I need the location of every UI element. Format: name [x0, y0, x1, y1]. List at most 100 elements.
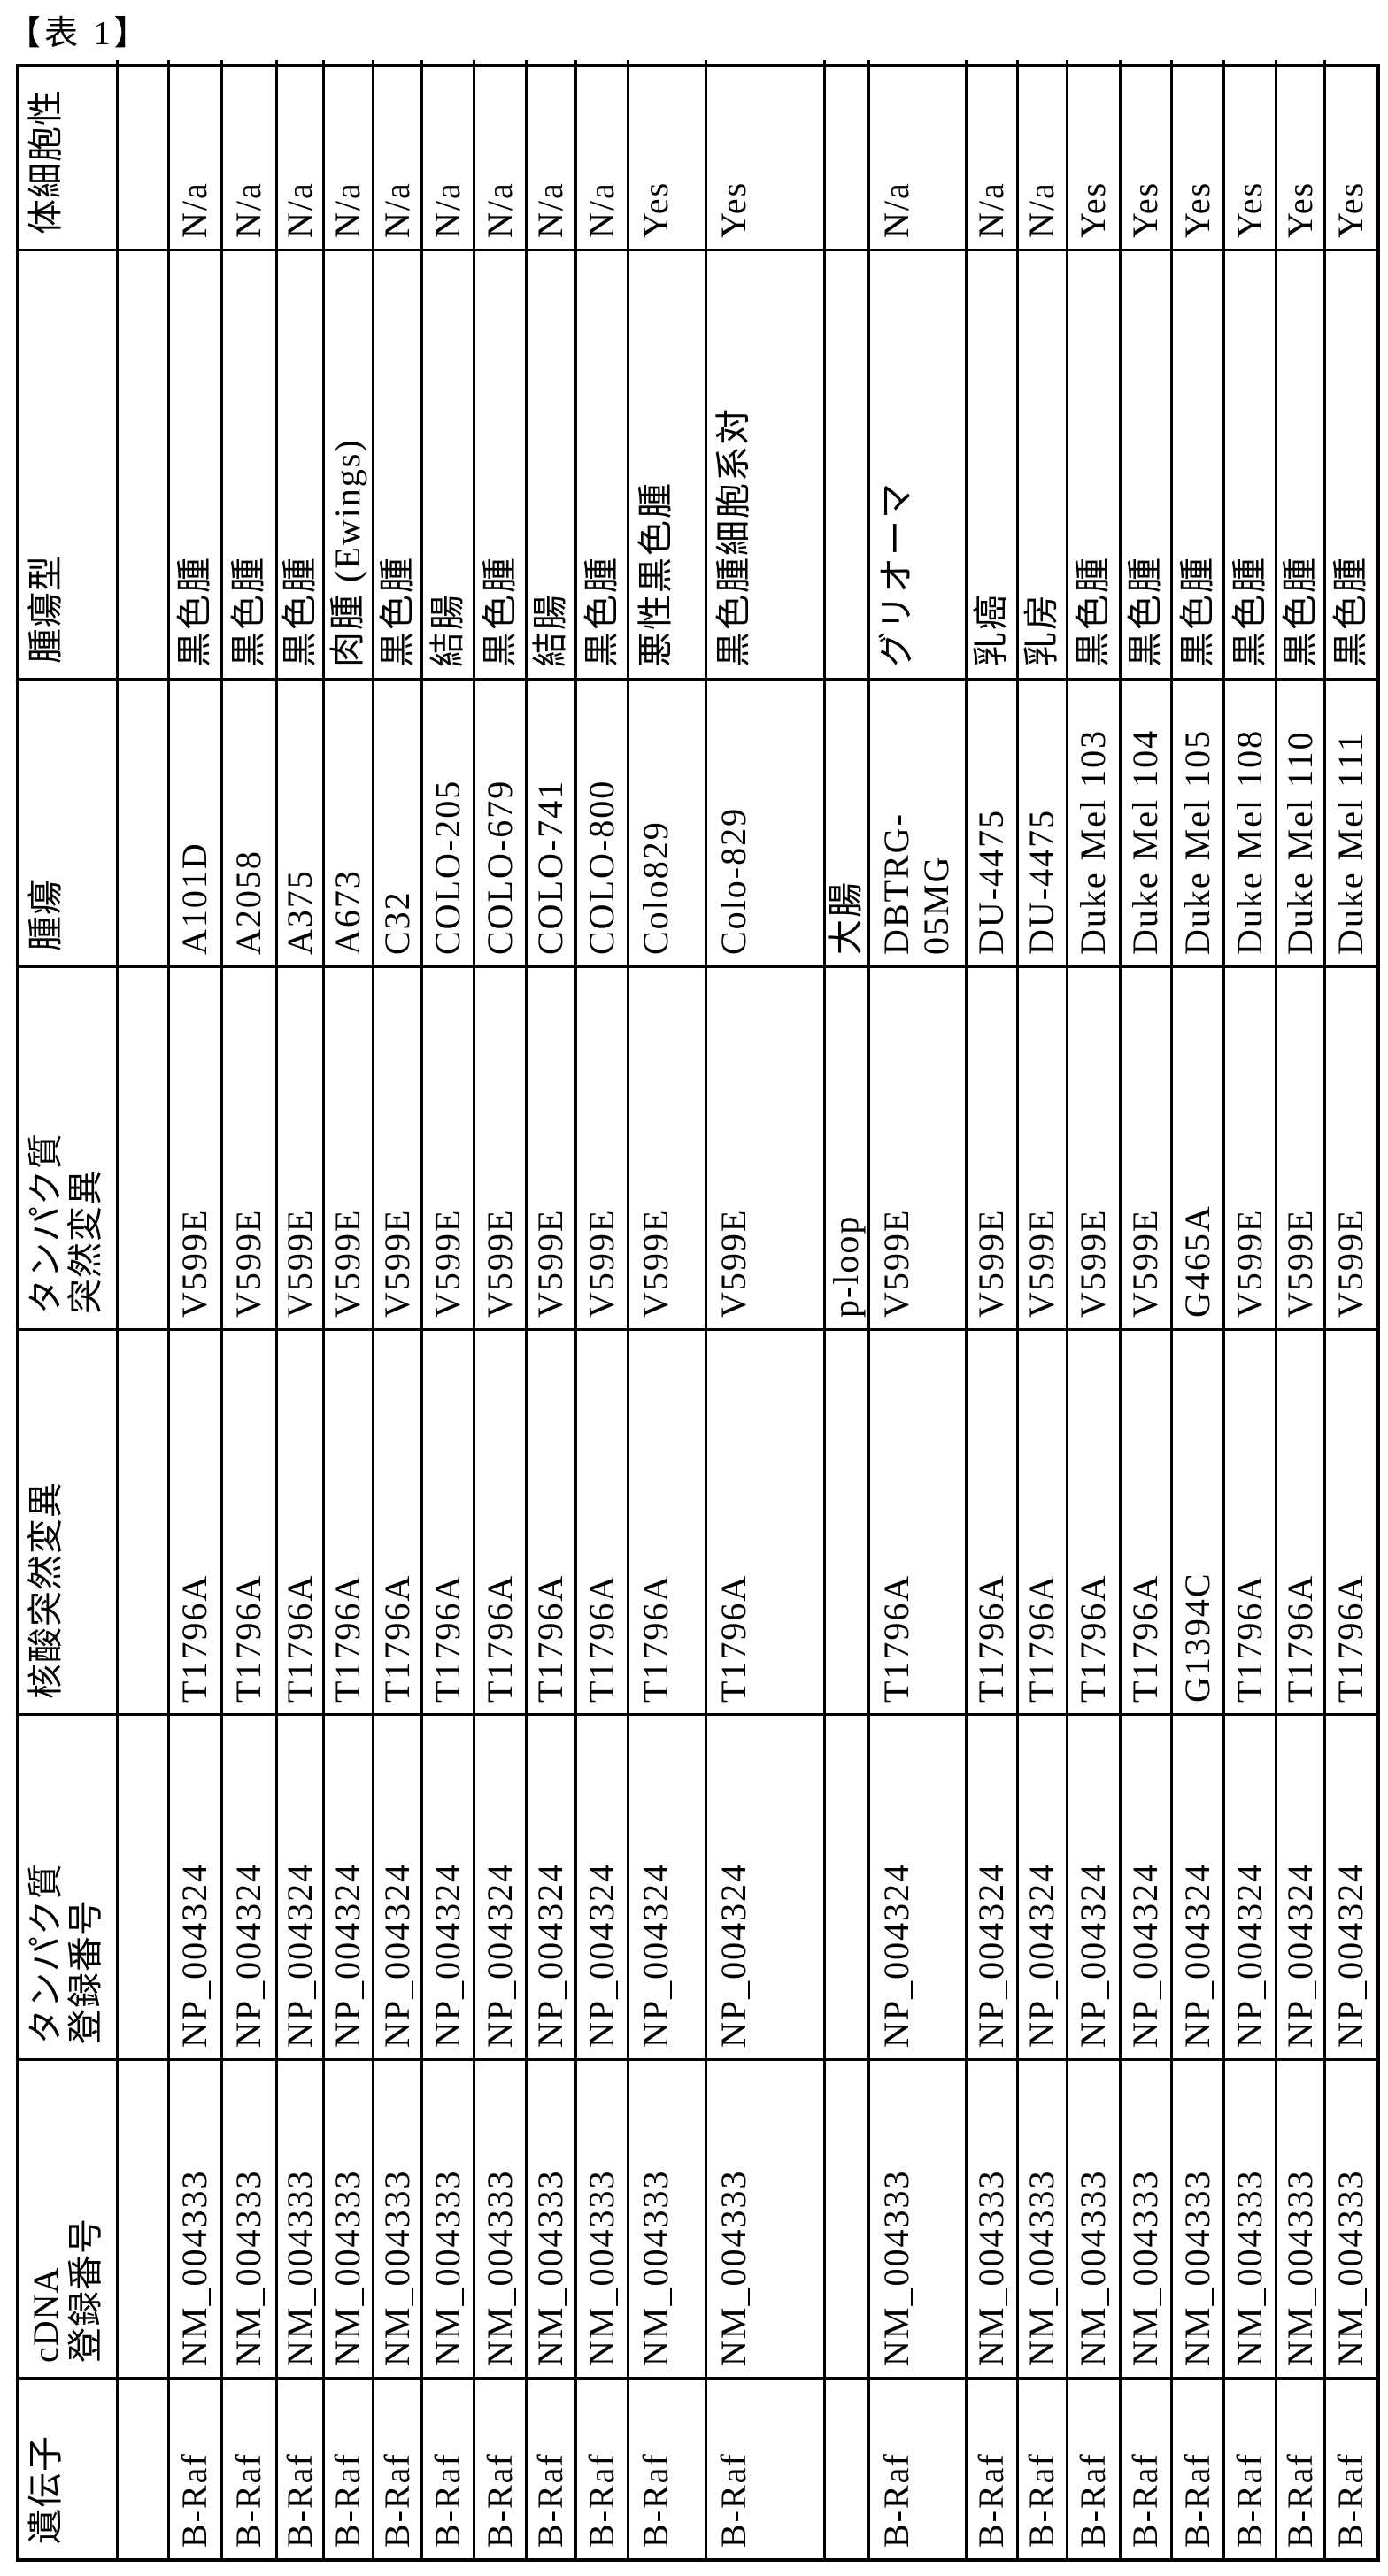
table-cell: B-Raf — [475, 2377, 528, 2558]
table-row — [119, 60, 170, 2558]
header-cell: 体細胞性 — [19, 60, 119, 249]
table-cell: NM_004333 — [475, 2058, 528, 2377]
table-cell: A2058 — [223, 678, 278, 965]
table-cell — [826, 2377, 870, 2558]
table-cell: NM_004333 — [1173, 2058, 1225, 2377]
table-cell: V599E — [475, 965, 528, 1328]
table-cell: NP_004324 — [528, 1713, 577, 2058]
table-cell: T1796A — [870, 1328, 968, 1713]
table-row: B-Raf NM_004333 NP_004324 T1796A V599E DU-447… — [968, 60, 1019, 2558]
header-cell: タンパク質 突然変異 — [19, 965, 119, 1328]
table-cell — [826, 60, 870, 249]
table-cell: B-Raf — [1068, 2377, 1122, 2558]
table-cell: T1796A — [278, 1328, 325, 1713]
table-cell: NM_004333 — [1019, 2058, 1068, 2377]
table-cell: 黒色腫 — [577, 249, 629, 678]
table-row: B-Raf NM_004333 NP_004324 T1796A V599E DU-447… — [1019, 60, 1068, 2558]
table-cell: 乳房 — [1019, 249, 1068, 678]
table-caption: 【表 1】 — [7, 15, 151, 52]
header-row: 遺伝子 cDNA 登録番号 タンパク質 登録番号 核酸突然変異 タンパク質 突然変異 腫瘍… — [19, 60, 119, 2558]
table-cell: 結腸 — [528, 249, 577, 678]
table-cell: A673 — [325, 678, 374, 965]
table-cell: DU-4475 — [1019, 678, 1068, 965]
table-row: B-Raf NM_004333 NP_004324 T1796A V599E COLO-6… — [475, 60, 528, 2558]
table-cell: T1796A — [1019, 1328, 1068, 1713]
table-cell: T1796A — [707, 1328, 826, 1713]
table-cell: N/a — [374, 60, 423, 249]
table-cell — [119, 249, 170, 678]
table-cell: T1796A — [423, 1328, 475, 1713]
table-cell: B-Raf — [629, 2377, 707, 2558]
table-cell: 悪性黒色腫 — [629, 249, 707, 678]
table-cell: NP_004324 — [577, 1713, 629, 2058]
table-cell: T1796A — [629, 1328, 707, 1713]
table-cell: C32 — [374, 678, 423, 965]
table-cell: T1796A — [968, 1328, 1019, 1713]
table-cell: NP_004324 — [1326, 1713, 1376, 2058]
table-cell: V599E — [1326, 965, 1376, 1328]
table-cell: B-Raf — [170, 2377, 223, 2558]
table-cell: T1796A — [1225, 1328, 1277, 1713]
table-row: B-Raf NM_004333 NP_004324 T1796A V599E DBTRG-… — [870, 60, 968, 2558]
table-row: p-loop 大腸 — [826, 60, 870, 2558]
table-row: B-Raf NM_004333 NP_004324 T1796A V599E Duke M… — [1225, 60, 1277, 2558]
table-cell: T1796A — [528, 1328, 577, 1713]
table-cell — [826, 249, 870, 678]
table-cell: NM_004333 — [870, 2058, 968, 2377]
header-cell: 遺伝子 — [19, 2377, 119, 2558]
table-cell: T1796A — [1122, 1328, 1173, 1713]
table-cell: N/a — [577, 60, 629, 249]
table-cell: B-Raf — [325, 2377, 374, 2558]
table-row: B-Raf NM_004333 NP_004324 T1796A V599E Colo-8… — [707, 60, 826, 2558]
table-cell: B-Raf — [1225, 2377, 1277, 2558]
table-row: B-Raf NM_004333 NP_004324 T1796A V599E COLO-8… — [577, 60, 629, 2558]
header-cell: タンパク質 登録番号 — [19, 1713, 119, 2058]
table-cell: NP_004324 — [629, 1713, 707, 2058]
table-cell: B-Raf — [1019, 2377, 1068, 2558]
table-cell: NP_004324 — [1019, 1713, 1068, 2058]
table-cell: B-Raf — [223, 2377, 278, 2558]
table-cell: N/a — [1019, 60, 1068, 249]
table-cell: V599E — [278, 965, 325, 1328]
table-cell: 黒色腫 — [475, 249, 528, 678]
table-cell: V599E — [423, 965, 475, 1328]
table-cell — [119, 2377, 170, 2558]
table-cell: DU-4475 — [968, 678, 1019, 965]
table-cell: B-Raf — [528, 2377, 577, 2558]
table-cell: A101D — [170, 678, 223, 965]
table-cell — [119, 2058, 170, 2377]
table-cell: N/a — [423, 60, 475, 249]
table-cell: V599E — [1225, 965, 1277, 1328]
table-cell: 黒色腫 — [223, 249, 278, 678]
table-cell: NP_004324 — [475, 1713, 528, 2058]
table-cell: T1796A — [1326, 1328, 1376, 1713]
table-row: B-Raf NM_004333 NP_004324 T1796A V599E A101D 黒… — [170, 60, 223, 2558]
table-cell: Yes — [707, 60, 826, 249]
table-cell: NP_004324 — [423, 1713, 475, 2058]
table-cell: B-Raf — [968, 2377, 1019, 2558]
table-cell: V599E — [1277, 965, 1326, 1328]
table-cell: V599E — [870, 965, 968, 1328]
table-cell: NM_004333 — [707, 2058, 826, 2377]
table-cell: V599E — [528, 965, 577, 1328]
table-cell: Colo829 — [629, 678, 707, 965]
table-cell: T1796A — [170, 1328, 223, 1713]
table-cell: 黒色腫 — [1225, 249, 1277, 678]
header-cell: 核酸突然変異 — [19, 1328, 119, 1713]
table-cell: 黒色腫 — [1326, 249, 1376, 678]
table-cell: NM_004333 — [968, 2058, 1019, 2377]
table-cell: T1796A — [577, 1328, 629, 1713]
table-cell: NM_004333 — [374, 2058, 423, 2377]
table-cell: 結腸 — [423, 249, 475, 678]
table-cell: T1796A — [1068, 1328, 1122, 1713]
table-cell: NM_004333 — [170, 2058, 223, 2377]
table-row: B-Raf NM_004333 NP_004324 T1796A V599E COLO-2… — [423, 60, 475, 2558]
table-cell: NP_004324 — [1277, 1713, 1326, 2058]
table-cell — [826, 1328, 870, 1713]
table-cell: NM_004333 — [577, 2058, 629, 2377]
table-cell: NM_004333 — [1122, 2058, 1173, 2377]
table-cell: NM_004333 — [325, 2058, 374, 2377]
table-cell: Yes — [1122, 60, 1173, 249]
table-cell: T1796A — [325, 1328, 374, 1713]
table-cell: N/a — [968, 60, 1019, 249]
